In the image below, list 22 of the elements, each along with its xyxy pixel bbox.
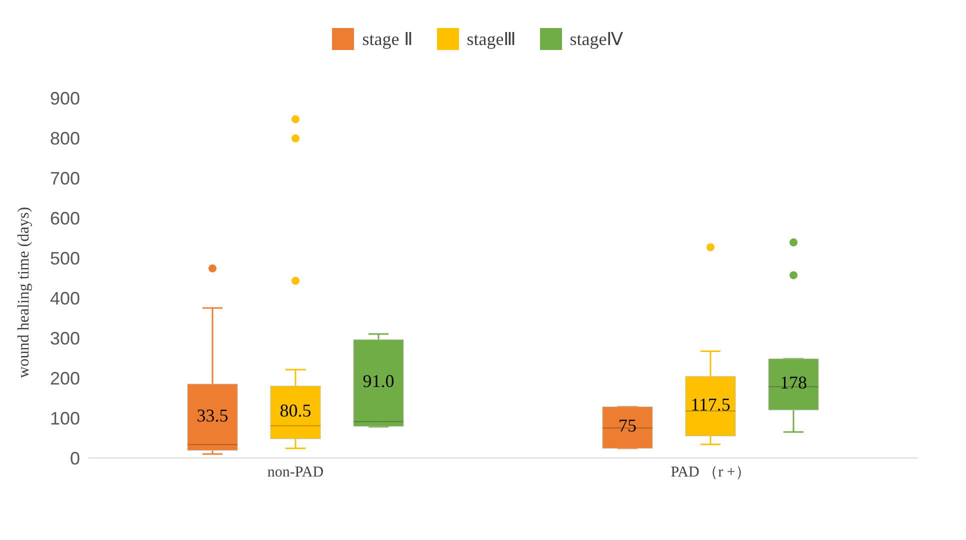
y-tick-label: 200 — [50, 368, 80, 388]
text: 80.5 — [280, 400, 312, 421]
text: 33.5 — [196, 405, 228, 426]
y-tick-label: 900 — [50, 88, 80, 108]
legend-label: stage Ⅱ — [362, 28, 413, 50]
text: 178 — [780, 372, 807, 393]
x-tick-label: PAD （r +） — [670, 464, 750, 481]
y-axis-title: wound healing time (days) — [16, 206, 33, 378]
text: 91.0 — [362, 371, 394, 392]
text: 117.5 — [690, 394, 730, 414]
text: 75 — [618, 416, 636, 436]
y-tick-label: 500 — [50, 248, 80, 268]
legend-label: stageⅣ — [570, 28, 624, 50]
y-tick-label: 400 — [50, 288, 80, 308]
y-tick-label: 600 — [50, 208, 80, 228]
x-tick-label: non-PAD — [267, 464, 324, 481]
y-tick-label: 300 — [50, 328, 80, 348]
y-tick-label: 0 — [70, 448, 80, 468]
y-tick-label: 100 — [50, 408, 80, 428]
legend-label: stageⅢ — [466, 28, 516, 50]
y-tick-label: 700 — [50, 168, 80, 188]
y-tick-label: 800 — [50, 128, 80, 148]
